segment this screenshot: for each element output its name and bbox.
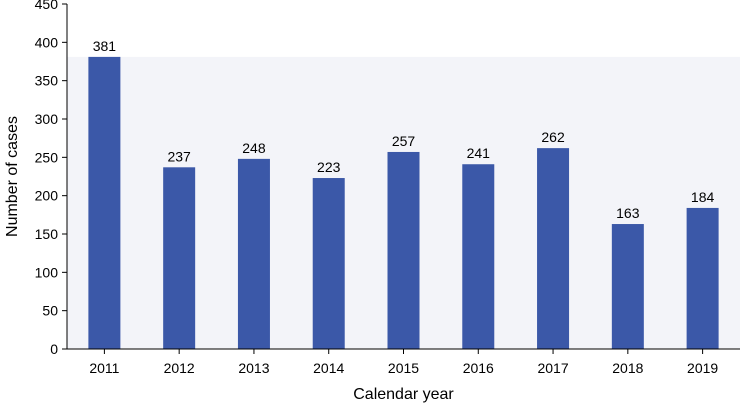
bar-value-label: 223 — [317, 159, 341, 175]
x-tick-label: 2015 — [388, 360, 419, 376]
bar-value-label: 241 — [467, 145, 491, 161]
bar — [387, 151, 420, 349]
bar-value-label: 257 — [392, 133, 416, 149]
y-tick-label: 450 — [35, 0, 59, 12]
x-axis-title: Calendar year — [353, 386, 454, 403]
x-tick-label: 2016 — [463, 360, 494, 376]
bar — [462, 164, 495, 349]
x-tick-label: 2017 — [537, 360, 568, 376]
y-tick-label: 250 — [35, 149, 59, 165]
bar-value-label: 262 — [541, 129, 565, 145]
x-tick-label: 2019 — [687, 360, 718, 376]
y-tick-label: 350 — [35, 73, 59, 89]
bar — [163, 167, 196, 349]
bars — [88, 56, 719, 350]
bar — [537, 148, 570, 349]
bar — [237, 158, 270, 349]
bar — [88, 56, 121, 350]
bar-value-label: 184 — [691, 189, 715, 205]
x-tick-label: 2014 — [313, 360, 344, 376]
y-tick-label: 150 — [35, 226, 59, 242]
y-axis-title: Number of cases — [4, 116, 21, 237]
y-tick-label: 100 — [35, 264, 59, 280]
x-tick-label: 2011 — [89, 360, 119, 376]
y-tick-label: 50 — [42, 303, 58, 319]
y-axis-ticks: 0 50 100 150 200 250 300 350 400 450 — [35, 0, 67, 357]
x-axis-ticks: 2011 2012 2013 2014 2015 2016 2017 2018 2019 — [89, 349, 718, 376]
bar-value-label: 381 — [93, 38, 117, 54]
x-tick-label: 2013 — [238, 360, 269, 376]
x-tick-label: 2018 — [612, 360, 643, 376]
data-labels: 381 237 248 223 257 241 262 163 184 — [93, 38, 715, 221]
y-tick-label: 0 — [50, 341, 58, 357]
y-tick-label: 300 — [35, 111, 59, 127]
x-tick-label: 2012 — [164, 360, 195, 376]
bar-value-label: 248 — [242, 140, 266, 156]
y-tick-label: 400 — [35, 34, 59, 50]
bar — [312, 178, 345, 349]
bar — [611, 224, 644, 349]
bar-value-label: 163 — [616, 205, 640, 221]
y-tick-label: 200 — [35, 188, 59, 204]
bar-value-label: 237 — [167, 148, 191, 164]
bar — [686, 207, 719, 349]
